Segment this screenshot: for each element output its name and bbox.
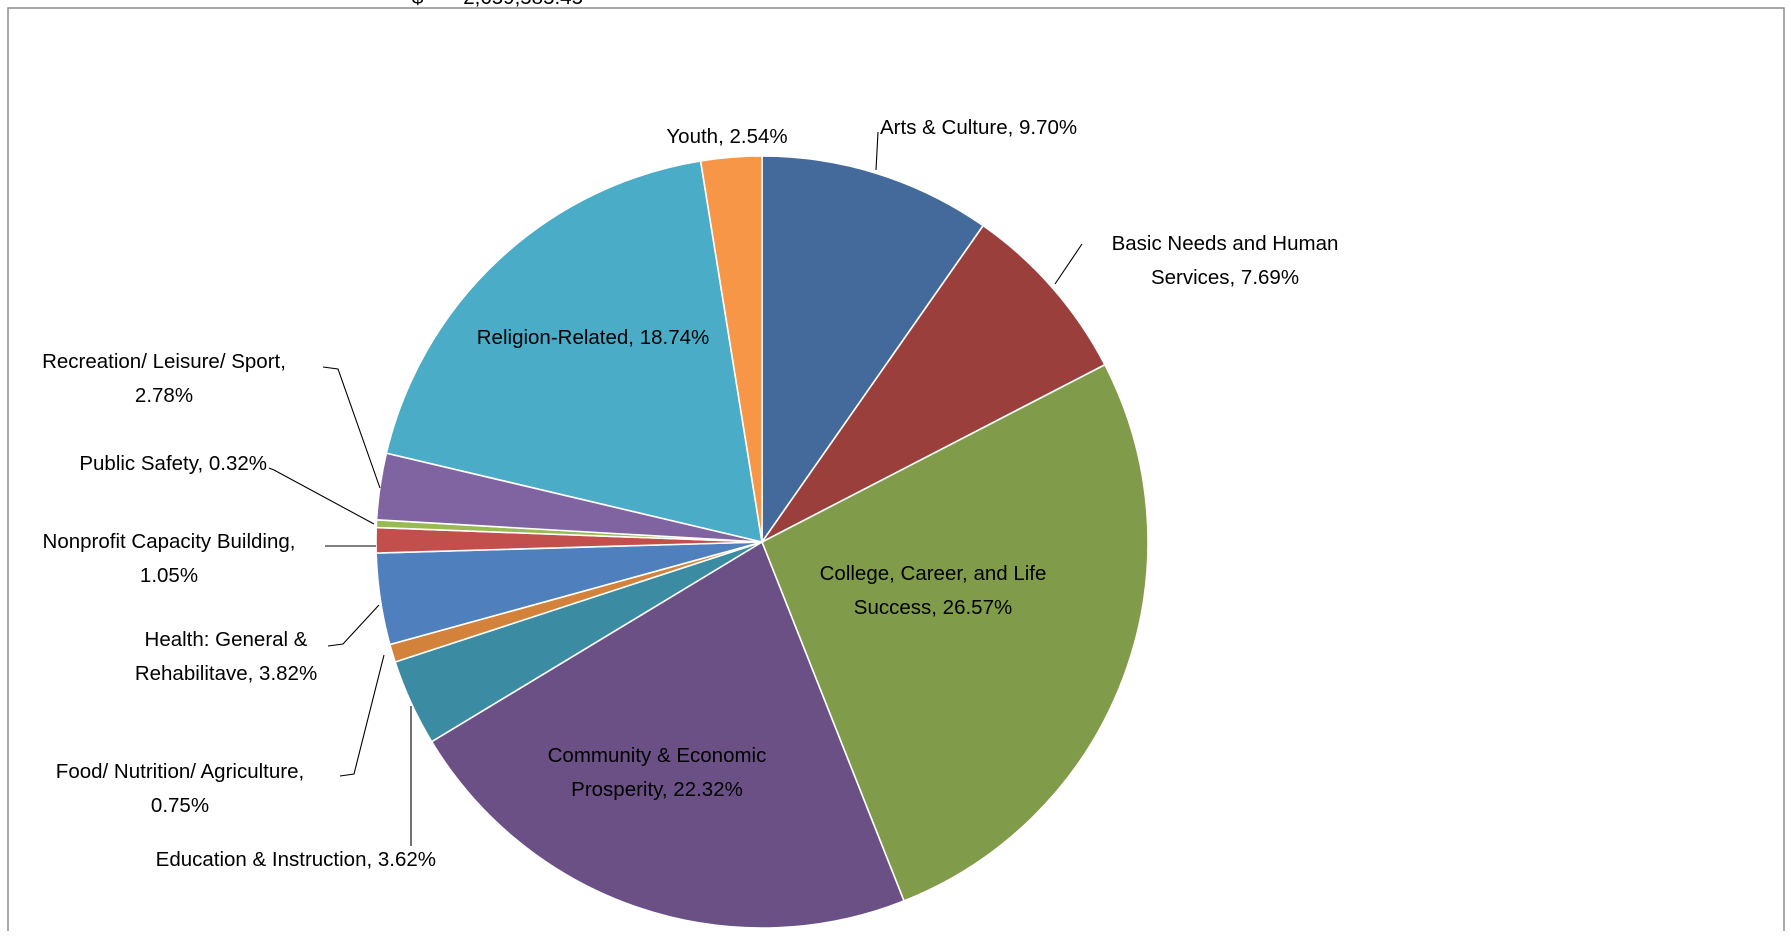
pie-slice-youth bbox=[699, 155, 763, 543]
slice-label-community-and-economic-prosperity: Community & Economic Prosperity, 22.32% bbox=[548, 744, 767, 801]
slice-label-food-nutrition-agriculture: Food/ Nutrition/ Agriculture, 0.75% bbox=[56, 760, 304, 817]
slice-label-public-safety: Public Safety, 0.32% bbox=[79, 452, 267, 475]
slice-label-arts-and-culture: Arts & Culture, 9.70% bbox=[880, 116, 1077, 139]
slice-label-recreation-leisure-sport: Recreation/ Leisure/ Sport, 2.78% bbox=[42, 350, 286, 407]
leader-line-public-safety bbox=[268, 467, 375, 525]
pie-slice-college-career-and-life-success bbox=[760, 363, 1149, 902]
leader-line-basic-needs-and-human-services bbox=[1054, 243, 1083, 285]
pie-slice-basic-needs-and-human-services bbox=[761, 224, 1106, 543]
leader-line-arts-and-culture bbox=[875, 131, 879, 171]
leader-line-health-general-and-rehabilitave bbox=[327, 604, 380, 647]
pie-slice-religion-related bbox=[385, 160, 763, 544]
slice-label-health-general-and-rehabilitave: Health: General & Rehabilitave, 3.82% bbox=[135, 628, 317, 685]
pie-slice-arts-and-culture bbox=[761, 155, 985, 545]
leader-line-recreation-leisure-sport bbox=[322, 366, 381, 489]
slice-label-nonprofit-capacity-building: Nonprofit Capacity Building, 1.05% bbox=[43, 530, 296, 587]
slice-label-college-career-and-life-success: College, Career, and Life Success, 26.57% bbox=[820, 562, 1047, 619]
slice-label-education-and-instruction: Education & Instruction, 3.62% bbox=[156, 848, 436, 871]
leader-line-food-nutrition-agriculture bbox=[339, 654, 385, 777]
slice-label-basic-needs-and-human-services: Basic Needs and Human Services, 7.69% bbox=[1112, 232, 1339, 289]
header-amount-fragment: $ 2,659,585.45 bbox=[412, 0, 583, 9]
pie-slice-community-and-economic-prosperity bbox=[430, 540, 906, 929]
slice-label-youth: Youth, 2.54% bbox=[666, 125, 787, 148]
slice-label-religion-related: Religion-Related, 18.74% bbox=[477, 326, 709, 349]
